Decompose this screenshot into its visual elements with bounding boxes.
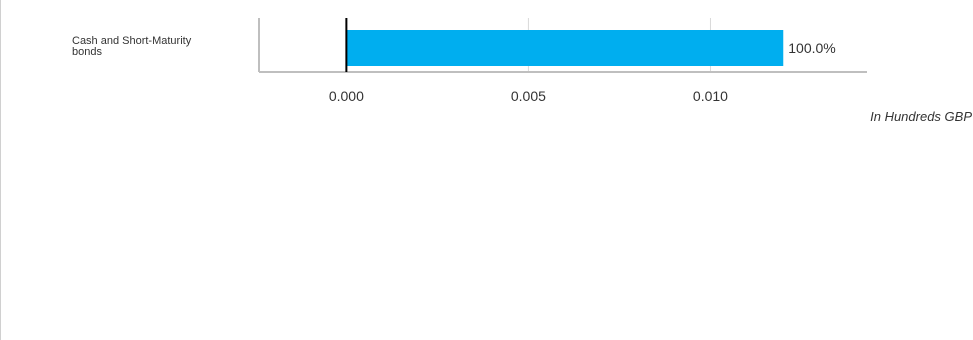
data-label-0: 100.0% (788, 40, 835, 56)
x-tick-label-1: 0.005 (511, 88, 546, 104)
x-axis-unit-label: In Hundreds GBP (870, 109, 972, 124)
x-tick-label-2: 0.010 (693, 88, 728, 104)
bar-0 (346, 30, 784, 66)
category-label-0: Cash and Short-Maturity bonds (72, 35, 192, 58)
x-tick-label-0: 0.000 (329, 88, 364, 104)
